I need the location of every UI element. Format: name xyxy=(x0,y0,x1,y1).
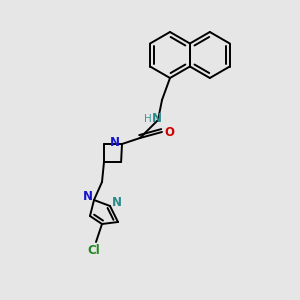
Text: N: N xyxy=(112,196,122,209)
Text: H: H xyxy=(144,114,152,124)
Text: O: O xyxy=(164,125,174,139)
Text: N: N xyxy=(83,190,93,202)
Text: N: N xyxy=(152,112,162,125)
Text: Cl: Cl xyxy=(88,244,100,257)
Text: N: N xyxy=(110,136,120,148)
